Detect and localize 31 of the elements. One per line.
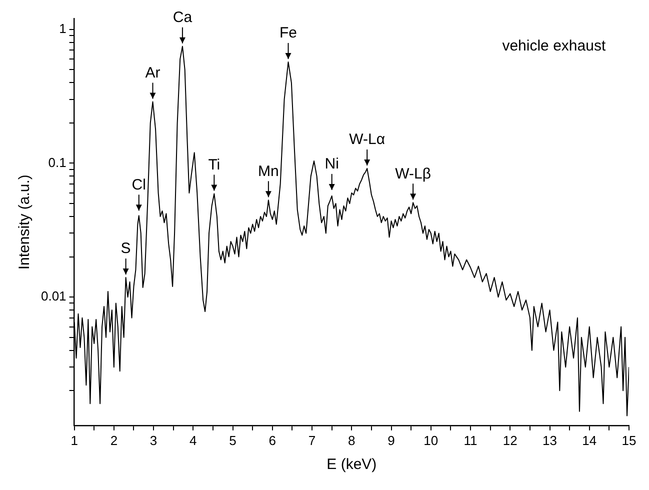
x-tick-label: 1: [70, 432, 78, 448]
annotation: Ti: [208, 156, 220, 174]
annotation: W-Lα: [349, 131, 386, 148]
x-tick-label: 12: [502, 432, 518, 448]
annotation: W-Lβ: [395, 165, 432, 182]
x-tick-label: 4: [190, 432, 197, 448]
y-tick-label: 0.1: [48, 154, 66, 170]
y-axis-title: Intensity (a.u.): [16, 174, 34, 270]
annotation: S: [120, 240, 131, 258]
annotation: vehicle exhaust: [502, 37, 606, 54]
x-tick-label: 3: [150, 432, 158, 448]
annotation: Ni: [324, 156, 339, 173]
annotation: Ca: [172, 8, 193, 26]
x-tick-label: 7: [308, 432, 316, 448]
y-tick-label: 0.01: [40, 288, 66, 304]
annotation: Ar: [145, 64, 160, 82]
annotation: Cl: [132, 176, 146, 194]
x-tick-label: 15: [622, 432, 636, 448]
annotation: Fe: [280, 24, 298, 42]
annotation: Mn: [258, 162, 279, 180]
x-tick-label: 2: [110, 432, 118, 448]
x-tick-label: 9: [388, 432, 395, 448]
x-tick-label: 5: [229, 432, 236, 448]
x-tick-label: 13: [542, 432, 557, 448]
y-tick-label: 1: [59, 20, 66, 36]
x-tick-label: 11: [464, 432, 478, 448]
x-tick-label: 10: [424, 432, 438, 448]
x-tick-label: 8: [348, 432, 356, 448]
x-axis-title: E (keV): [326, 456, 377, 474]
x-tick-label: 14: [582, 432, 597, 448]
x-tick-label: 6: [268, 432, 276, 448]
